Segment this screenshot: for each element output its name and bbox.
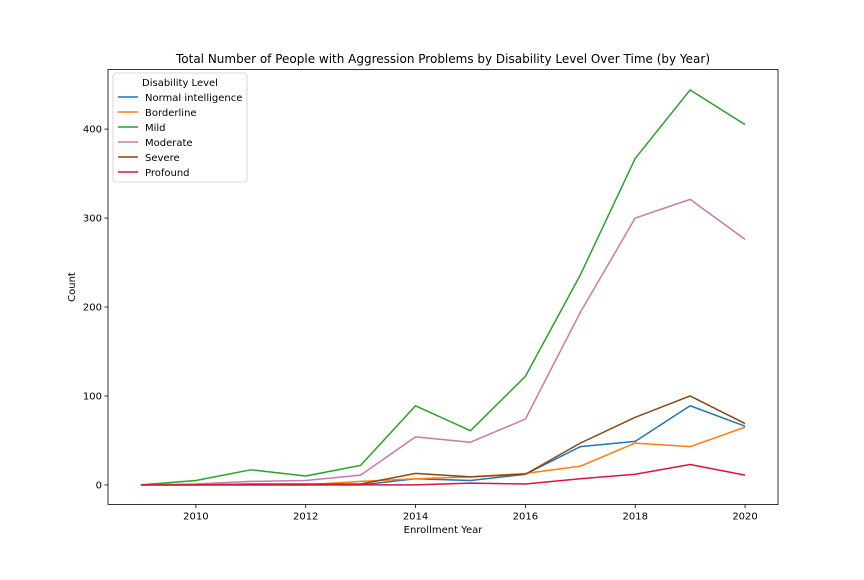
y-tick-label: 200	[83, 303, 102, 314]
legend-label-profound: Profound	[145, 168, 190, 179]
x-tick-label: 2016	[513, 512, 538, 523]
y-tick-label: 400	[83, 125, 102, 136]
y-tick-label: 0	[96, 480, 102, 491]
legend-label-mild: Mild	[145, 123, 166, 134]
legend-label-borderline: Borderline	[145, 108, 197, 119]
legend-label-normal-intelligence: Normal intelligence	[145, 93, 242, 104]
x-tick-label: 2010	[183, 512, 208, 523]
series-line-moderate	[140, 198, 746, 486]
x-axis: 2010 2012 2014 2016 2018 2020	[183, 504, 758, 523]
x-axis-label: Enrollment Year	[404, 525, 484, 536]
y-tick-label: 100	[83, 391, 102, 402]
chart-title: Total Number of People with Aggression P…	[175, 52, 710, 66]
y-axis: 0 100 200 300 400	[83, 125, 108, 491]
x-tick-label: 2012	[293, 512, 318, 523]
legend: Disability Level Normal intelligence Bord…	[112, 72, 248, 183]
y-tick-label: 300	[83, 214, 102, 225]
legend-title: Disability Level	[142, 78, 218, 89]
series-line-mild	[140, 89, 746, 486]
series-line-profound	[140, 463, 746, 486]
legend-label-moderate: Moderate	[145, 138, 193, 149]
series-line-borderline	[140, 426, 746, 486]
series-lines	[140, 89, 746, 486]
legend-entries: Normal intelligence Borderline Mild Moderat…	[118, 93, 242, 179]
x-tick-label: 2014	[403, 512, 428, 523]
x-tick-label: 2020	[732, 512, 757, 523]
plot-area-frame	[107, 69, 779, 505]
legend-label-severe: Severe	[145, 153, 180, 164]
y-axis-label: Count	[67, 272, 78, 302]
x-tick-label: 2018	[622, 512, 647, 523]
legend-box	[112, 72, 248, 183]
